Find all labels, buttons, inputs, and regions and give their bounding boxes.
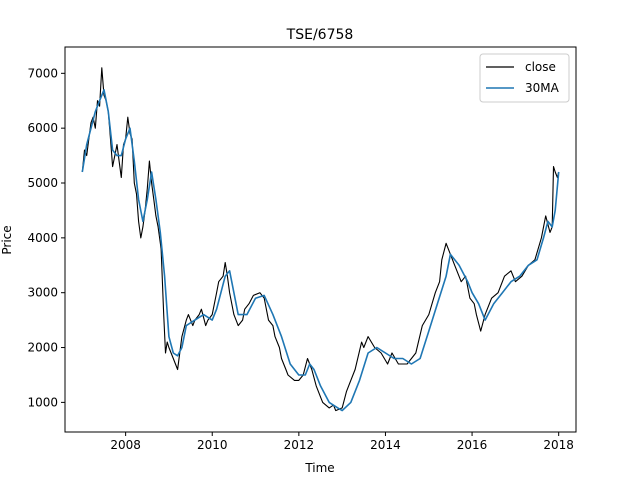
x-tick-label: 2016 [457, 438, 488, 452]
x-tick-label: 2010 [197, 438, 228, 452]
axes-frame [64, 46, 577, 433]
x-tick-label: 2012 [284, 438, 315, 452]
x-axis-label: Time [304, 461, 334, 475]
series-line-30ma [81, 89, 560, 412]
legend-label-close: close [525, 60, 556, 74]
legend-label-30ma: 30MA [525, 81, 560, 95]
legend: close 30MA [479, 53, 570, 103]
y-tick-label: 6000 [27, 121, 58, 135]
series-line-close [81, 67, 560, 412]
y-tick-label: 5000 [27, 176, 58, 190]
x-axis: 2008 2010 2012 2014 2016 2018 [110, 432, 574, 452]
y-tick-label: 3000 [27, 286, 58, 300]
y-axis: 1000 2000 3000 4000 5000 6000 7000 [27, 66, 65, 409]
y-tick-label: 7000 [27, 66, 58, 80]
plot-area [81, 67, 560, 412]
y-axis-label: Price [0, 225, 14, 254]
legend-box [479, 53, 570, 103]
x-tick-label: 2018 [543, 438, 574, 452]
y-tick-label: 1000 [27, 395, 58, 409]
x-tick-label: 2008 [110, 438, 141, 452]
y-tick-label: 2000 [27, 341, 58, 355]
y-tick-label: 4000 [27, 231, 58, 245]
x-tick-label: 2014 [370, 438, 401, 452]
chart-title: TSE/6758 [286, 27, 354, 43]
